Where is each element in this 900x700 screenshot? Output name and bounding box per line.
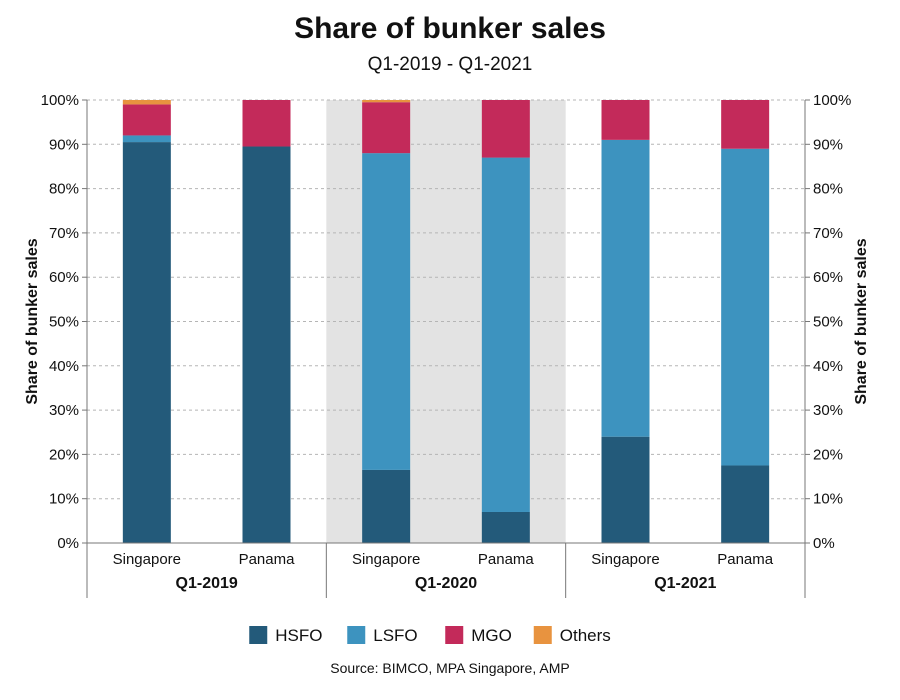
bar-segment-lsfo xyxy=(362,153,411,470)
bar-segment-mgo xyxy=(481,100,530,158)
chart-title: Share of bunker sales xyxy=(294,12,606,45)
legend-swatch-hsfo xyxy=(249,626,268,644)
y-tick-label-right: 30% xyxy=(813,402,843,419)
bar-segment-mgo xyxy=(122,104,171,136)
group-label: Q1-2020 xyxy=(415,575,477,592)
bar-segment-hsfo xyxy=(601,436,650,543)
x-tick-label: Panama xyxy=(239,551,296,568)
y-tick-label-left: 30% xyxy=(49,402,79,419)
y-tick-label-right: 60% xyxy=(813,269,843,286)
y-axis-title-left: Share of bunker sales xyxy=(24,238,41,404)
source-note: Source: BIMCO, MPA Singapore, AMP xyxy=(330,660,570,676)
bar-segment-lsfo xyxy=(721,148,770,466)
legend-swatch-mgo xyxy=(445,626,464,644)
legend-label-others: Others xyxy=(560,626,611,645)
y-tick-label-right: 0% xyxy=(813,535,835,552)
bar-segment-mgo xyxy=(601,100,650,140)
y-tick-label-left: 80% xyxy=(49,181,79,198)
y-tick-label-left: 20% xyxy=(49,446,79,463)
bar-segment-others xyxy=(362,100,411,103)
bar-segment-mgo xyxy=(242,100,291,147)
x-tick-label: Singapore xyxy=(591,551,659,568)
bar-segment-lsfo xyxy=(601,139,650,437)
y-tick-label-right: 100% xyxy=(813,92,851,109)
y-tick-label-left: 50% xyxy=(49,314,79,331)
bar-segment-hsfo xyxy=(721,465,770,543)
bar-segment-mgo xyxy=(362,102,411,154)
x-tick-label: Panama xyxy=(717,551,774,568)
bar-segment-hsfo xyxy=(362,469,411,543)
chart-subtitle: Q1-2019 - Q1-2021 xyxy=(367,54,533,75)
x-tick-label: Singapore xyxy=(352,551,420,568)
y-tick-label-left: 10% xyxy=(49,491,79,508)
legend-swatch-others xyxy=(533,626,552,644)
bar-segment-hsfo xyxy=(122,142,171,543)
y-tick-label-right: 90% xyxy=(813,136,843,153)
y-tick-label-right: 10% xyxy=(813,491,843,508)
bar-segment-mgo xyxy=(721,100,770,149)
y-tick-label-left: 0% xyxy=(57,535,79,552)
y-tick-label-right: 80% xyxy=(813,181,843,198)
legend-label-hsfo: HSFO xyxy=(275,626,322,645)
y-tick-label-left: 100% xyxy=(41,92,79,109)
bar-segment-lsfo xyxy=(481,157,530,512)
y-tick-label-left: 40% xyxy=(49,358,79,375)
bar-segment-hsfo xyxy=(242,146,291,543)
y-tick-label-right: 70% xyxy=(813,225,843,242)
legend-label-mgo: MGO xyxy=(471,626,512,645)
bar-segment-lsfo xyxy=(122,135,171,143)
x-tick-label: Panama xyxy=(478,551,535,568)
y-tick-label-right: 20% xyxy=(813,446,843,463)
y-tick-label-left: 60% xyxy=(49,269,79,286)
y-tick-label-left: 70% xyxy=(49,225,79,242)
x-tick-label: Singapore xyxy=(113,551,181,568)
y-tick-label-left: 90% xyxy=(49,136,79,153)
group-label: Q1-2021 xyxy=(654,575,716,592)
legend-label-lsfo: LSFO xyxy=(373,626,417,645)
y-tick-label-right: 40% xyxy=(813,358,843,375)
y-axis-title-right: Share of bunker sales xyxy=(853,238,870,404)
y-tick-label-right: 50% xyxy=(813,314,843,331)
legend-swatch-lsfo xyxy=(347,626,366,644)
bar-segment-hsfo xyxy=(481,511,530,543)
group-label: Q1-2019 xyxy=(176,575,238,592)
bar-segment-others xyxy=(122,100,171,105)
